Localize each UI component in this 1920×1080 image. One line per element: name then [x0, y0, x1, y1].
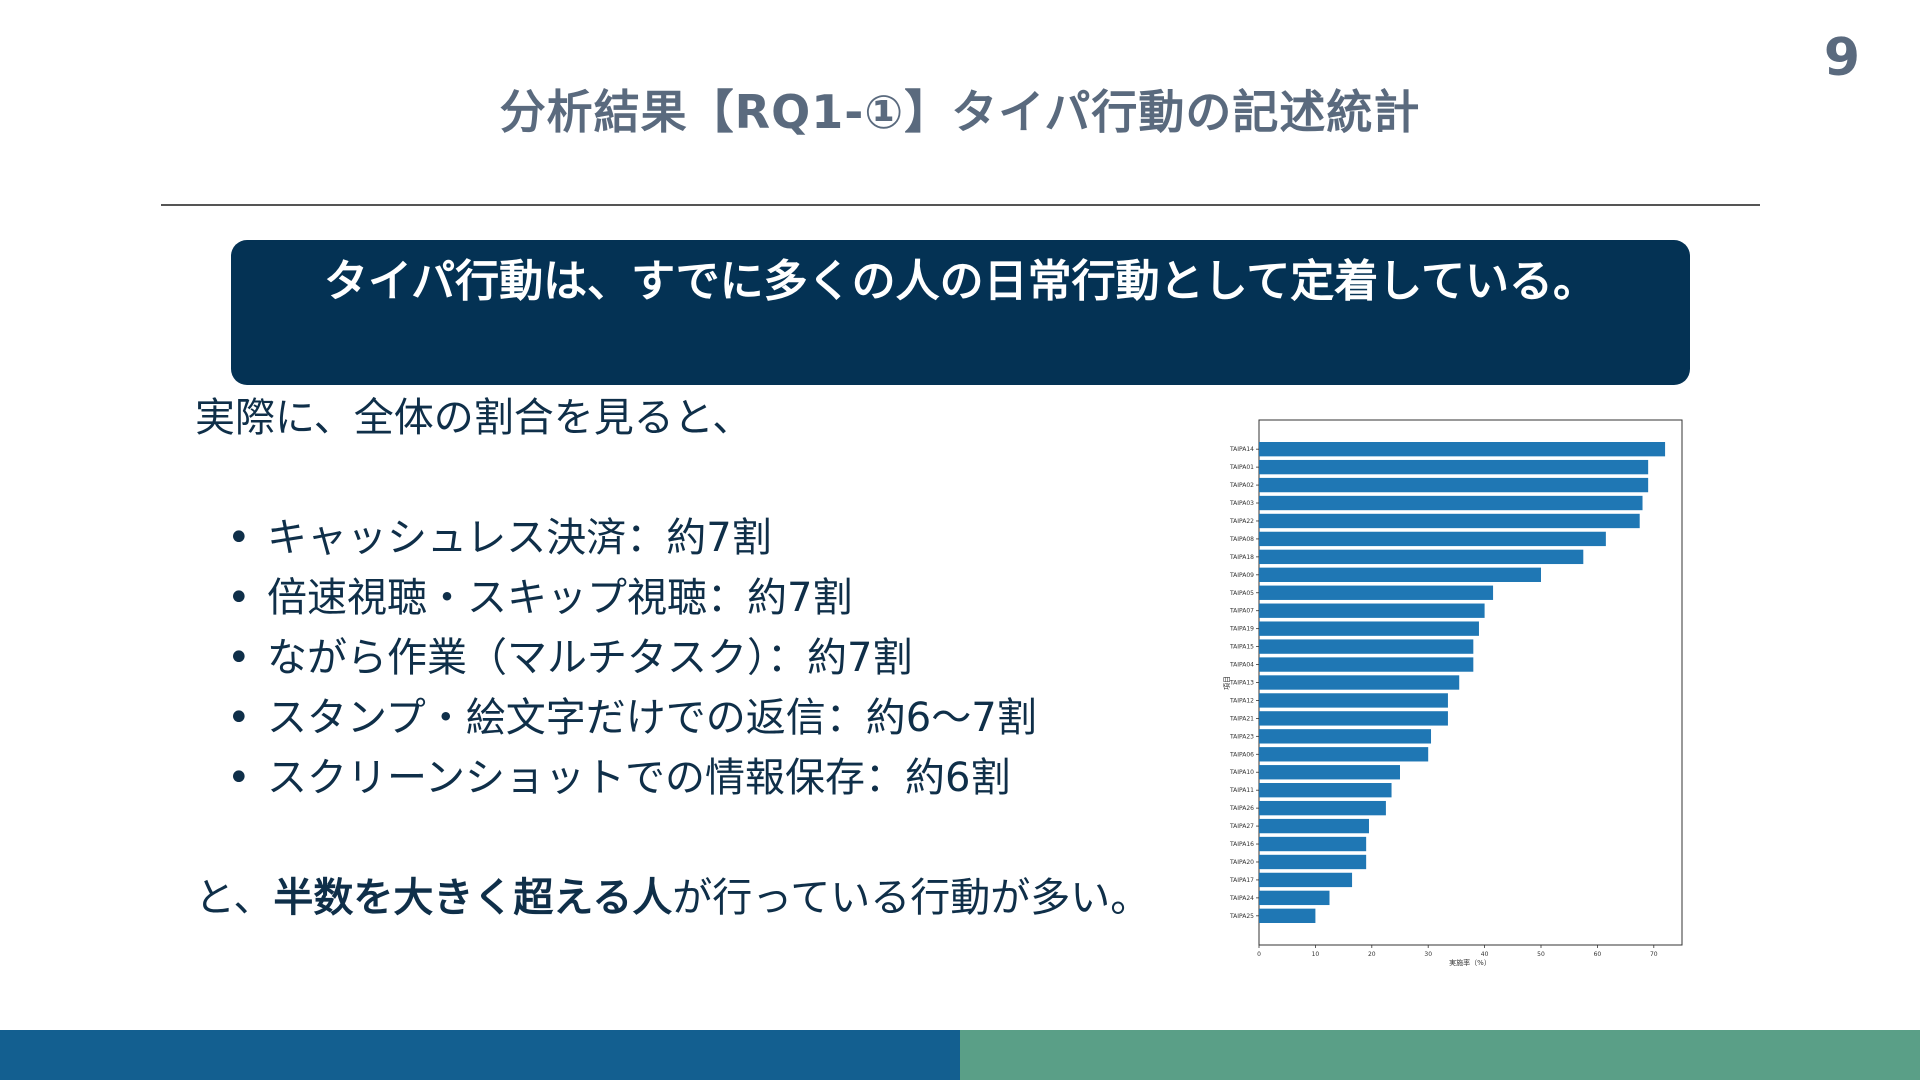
chart-x-tick-label: 20	[1368, 951, 1376, 958]
chart-y-tick-label: TAIPA25	[1229, 913, 1254, 920]
chart-y-tick-label: TAIPA12	[1229, 697, 1254, 704]
chart-bar-taipa18	[1259, 549, 1584, 565]
chart-y-tick-label: TAIPA26	[1229, 805, 1254, 812]
bullet-marker: •	[227, 695, 251, 741]
chart-x-tick-label: 50	[1537, 951, 1545, 958]
chart-x-tick-label: 10	[1312, 951, 1320, 958]
bullet-text: スタンプ・絵文字だけでの返信：約6〜7割	[267, 695, 1037, 741]
bullet-marker: •	[227, 635, 251, 681]
chart-x-tick-label: 30	[1424, 951, 1432, 958]
chart-bar-taipa23	[1259, 729, 1432, 744]
chart-x-tick-label: 70	[1650, 951, 1658, 958]
chart-y-axis-label: 項目	[1223, 676, 1231, 690]
chart-bars	[1259, 442, 1666, 923]
chart-y-tick-label: TAIPA18	[1229, 554, 1254, 561]
conclusion-prefix: と、	[195, 875, 274, 921]
body-text: 実際に、全体の割合を見ると、 • キャッシュレス決済：約7割 • 倍速視聴・スキップ…	[195, 388, 1215, 928]
chart-bar-taipa22	[1259, 513, 1640, 529]
chart-y-tick-label: TAIPA16	[1229, 841, 1254, 848]
chart-y-tick-label: TAIPA15	[1229, 644, 1254, 651]
chart-bar-taipa27	[1259, 818, 1369, 834]
chart-y-tick-label: TAIPA20	[1229, 859, 1254, 866]
chart-bar-taipa10	[1259, 765, 1400, 780]
chart-bar-taipa20	[1259, 854, 1367, 870]
bullet-marker: •	[227, 755, 251, 801]
chart-bar-taipa15	[1259, 639, 1474, 654]
bar-chart: TAIPA14 TAIPA01 TAIPA02 TAIPA03 TAIPA22 TAIPA…	[1200, 410, 1700, 980]
list-item: • スクリーンショットでの情報保存：約6割	[227, 748, 1215, 808]
chart-y-tick-label: TAIPA14	[1229, 446, 1254, 453]
chart-x-tick-label: 0	[1257, 951, 1261, 958]
chart-bar-taipa26	[1259, 800, 1386, 816]
chart-bar-taipa05	[1259, 585, 1494, 600]
chart-y-tick-label: TAIPA06	[1229, 751, 1254, 758]
chart-y-tick-label: TAIPA04	[1229, 662, 1254, 669]
chart-bar-taipa25	[1259, 908, 1316, 923]
chart-bar-taipa12	[1259, 693, 1448, 708]
bullet-list: • キャッシュレス決済：約7割 • 倍速視聴・スキップ視聴：約7割 • ながら作業（マ…	[195, 508, 1215, 808]
chart-y-tick-label: TAIPA24	[1229, 895, 1254, 902]
chart-y-tick-label: TAIPA08	[1229, 536, 1254, 543]
chart-y-tick-label: TAIPA17	[1229, 877, 1254, 884]
footer-bar-right	[960, 1030, 1920, 1080]
page-number: 9	[1823, 28, 1860, 88]
chart-bar-taipa16	[1259, 836, 1367, 852]
bullet-text: スクリーンショットでの情報保存：約6割	[267, 755, 1011, 801]
chart-bar-taipa13	[1259, 675, 1460, 690]
list-item: • スタンプ・絵文字だけでの返信：約6〜7割	[227, 688, 1215, 748]
chart-bar-taipa14	[1259, 442, 1666, 457]
chart-bar-taipa02	[1259, 477, 1649, 493]
chart-y-tick-labels: TAIPA14 TAIPA01 TAIPA02 TAIPA03 TAIPA22 TAIPA…	[1229, 446, 1259, 920]
list-item: • キャッシュレス決済：約7割	[227, 508, 1215, 568]
slide-title: 分析結果【RQ1-①】タイパ行動の記述統計	[499, 85, 1421, 139]
bar-chart-svg: TAIPA14 TAIPA01 TAIPA02 TAIPA03 TAIPA22 TAIPA…	[1223, 419, 1683, 967]
chart-y-tick-label: TAIPA07	[1229, 608, 1254, 615]
chart-y-tick-label: TAIPA02	[1229, 482, 1254, 489]
footer-bar-left	[0, 1030, 960, 1080]
bullet-text: 倍速視聴・スキップ視聴：約7割	[267, 575, 853, 621]
list-item: • ながら作業（マルチタスク）：約7割	[227, 628, 1215, 688]
chart-x-axis-label: 実施率（%）	[1449, 958, 1491, 967]
chart-bar-taipa09	[1259, 567, 1541, 582]
conclusion-text: と、半数を大きく超える人が行っている行動が多い。	[195, 868, 1215, 928]
chart-bar-taipa03	[1259, 495, 1643, 511]
title-divider	[161, 204, 1760, 206]
chart-y-tick-label: TAIPA21	[1229, 715, 1254, 722]
chart-bar-taipa11	[1259, 783, 1392, 798]
intro-text: 実際に、全体の割合を見ると、	[195, 395, 753, 441]
chart-y-tick-label: TAIPA22	[1229, 518, 1254, 525]
chart-x-tick-label: 40	[1481, 951, 1489, 958]
chart-bar-taipa07	[1259, 603, 1485, 618]
chart-bar-taipa19	[1259, 621, 1479, 636]
chart-y-tick-label: TAIPA13	[1229, 680, 1254, 687]
list-item: • 倍速視聴・スキップ視聴：約7割	[227, 568, 1215, 628]
chart-y-tick-label: TAIPA05	[1229, 590, 1254, 597]
chart-bar-taipa24	[1259, 890, 1330, 906]
conclusion-suffix: が行っている行動が多い。	[672, 875, 1151, 921]
chart-y-tick-label: TAIPA19	[1229, 626, 1254, 633]
chart-y-tick-label: TAIPA09	[1229, 572, 1254, 579]
chart-bar-taipa08	[1259, 531, 1606, 547]
bullet-text: ながら作業（マルチタスク）：約7割	[267, 635, 913, 681]
chart-bar-taipa06	[1259, 747, 1429, 762]
key-message-banner: タイパ行動は、すでに多くの人の日常行動として定着している。	[231, 240, 1690, 385]
chart-y-tick-label: TAIPA11	[1229, 787, 1254, 794]
chart-x-tick-label: 60	[1594, 951, 1602, 958]
conclusion-emphasis: 半数を大きく超える人	[273, 875, 673, 921]
chart-bar-taipa21	[1259, 711, 1448, 726]
bullet-text: キャッシュレス決済：約7割	[267, 515, 772, 561]
chart-bar-taipa01	[1259, 459, 1649, 475]
bullet-marker: •	[227, 575, 251, 621]
chart-bar-taipa04	[1259, 657, 1474, 672]
chart-y-tick-label: TAIPA01	[1229, 464, 1254, 471]
chart-x-ticks: 0 10 20 30 40 50 60 70	[1257, 945, 1658, 958]
chart-y-tick-label: TAIPA27	[1229, 823, 1254, 830]
bullet-marker: •	[227, 515, 251, 561]
chart-bar-taipa17	[1259, 872, 1353, 888]
chart-y-tick-label: TAIPA10	[1229, 769, 1254, 776]
chart-y-tick-label: TAIPA23	[1229, 733, 1254, 740]
chart-y-tick-label: TAIPA03	[1229, 500, 1254, 507]
